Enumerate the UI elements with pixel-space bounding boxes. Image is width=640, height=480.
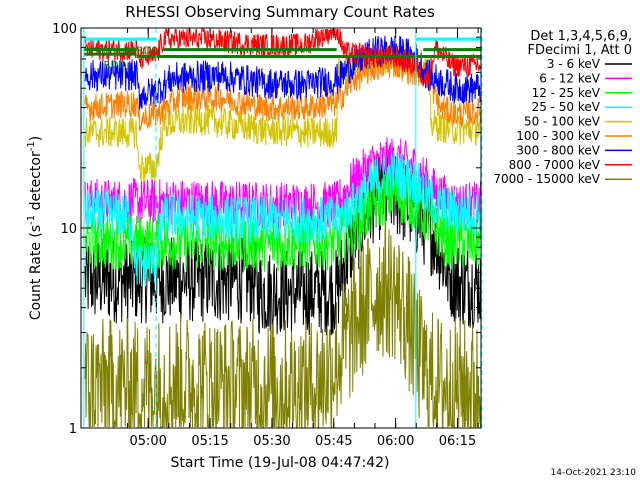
y-axis-label-sup: -1 bbox=[26, 215, 37, 225]
x-tick-label-4: 05:45 bbox=[315, 434, 352, 449]
y-tick-label-2: 10 bbox=[60, 222, 77, 237]
legend-label-7: 300 - 800 keV bbox=[516, 143, 600, 157]
legend-header-line-1: Det 1,3,4,5,6,9, bbox=[530, 29, 632, 44]
y-tick-label-1: 1 bbox=[69, 422, 77, 437]
y-axis-label-base: Count Rate (s bbox=[28, 225, 44, 320]
series-line-4 bbox=[84, 150, 481, 287]
y-axis-label-end: ) bbox=[28, 136, 44, 141]
legend-label-3: 12 - 25 keV bbox=[532, 86, 601, 100]
y-axis-label-tail: detector bbox=[28, 151, 44, 215]
legend-label-9: 7000 - 15000 keV bbox=[493, 172, 600, 186]
legend-label-8: 800 - 7000 keV bbox=[509, 158, 601, 172]
y-tick-label-3: 100 bbox=[52, 22, 77, 37]
flags-layer bbox=[83, 37, 482, 59]
y-axis-label: Count Rate (s-1 detector-1) bbox=[26, 136, 44, 320]
annotation-1: RD0 bbox=[137, 46, 158, 57]
legend-label-1: 3 - 6 keV bbox=[547, 57, 601, 71]
legend-label-5: 50 - 100 keV bbox=[524, 115, 601, 129]
series-line-3 bbox=[84, 169, 481, 273]
legend: Det 1,3,4,5,6,9, FDecimi 1, Att 0 3 - 6 … bbox=[493, 29, 632, 186]
series-layer bbox=[84, 28, 481, 429]
x-tick-label-1: 05:00 bbox=[129, 434, 166, 449]
x-tick-label-2: 05:15 bbox=[191, 434, 228, 449]
legend-label-6: 100 - 300 keV bbox=[516, 129, 600, 143]
legend-label-2: 6 - 12 keV bbox=[539, 71, 601, 85]
legend-label-4: 25 - 50 keV bbox=[532, 100, 601, 114]
x-tick-label-6: 06:15 bbox=[439, 434, 476, 449]
x-tick-label-5: 06:00 bbox=[377, 434, 414, 449]
y-axis-label-sup2: -1 bbox=[26, 141, 37, 151]
x-axis-label: Start Time (19-Jul-08 04:47:42) bbox=[170, 455, 389, 471]
series-line-6 bbox=[84, 54, 481, 132]
annotation-2: RD0 bbox=[104, 60, 125, 71]
chart-title: RHESSI Observing Summary Count Rates bbox=[125, 3, 435, 21]
legend-header-line-2: FDecimi 1, Att 0 bbox=[528, 43, 632, 58]
series-line-9 bbox=[84, 221, 481, 429]
footer-date: 14-Oct-2021 23:10 bbox=[551, 468, 637, 478]
ticks-layer: 05:00 05:15 05:30 05:45 06:00 06:15 1 10 100 bbox=[52, 22, 481, 449]
annotations-layer: RD0 RD0 bbox=[104, 46, 158, 72]
series-line-8 bbox=[84, 28, 481, 88]
x-tick-label-3: 05:30 bbox=[253, 434, 290, 449]
